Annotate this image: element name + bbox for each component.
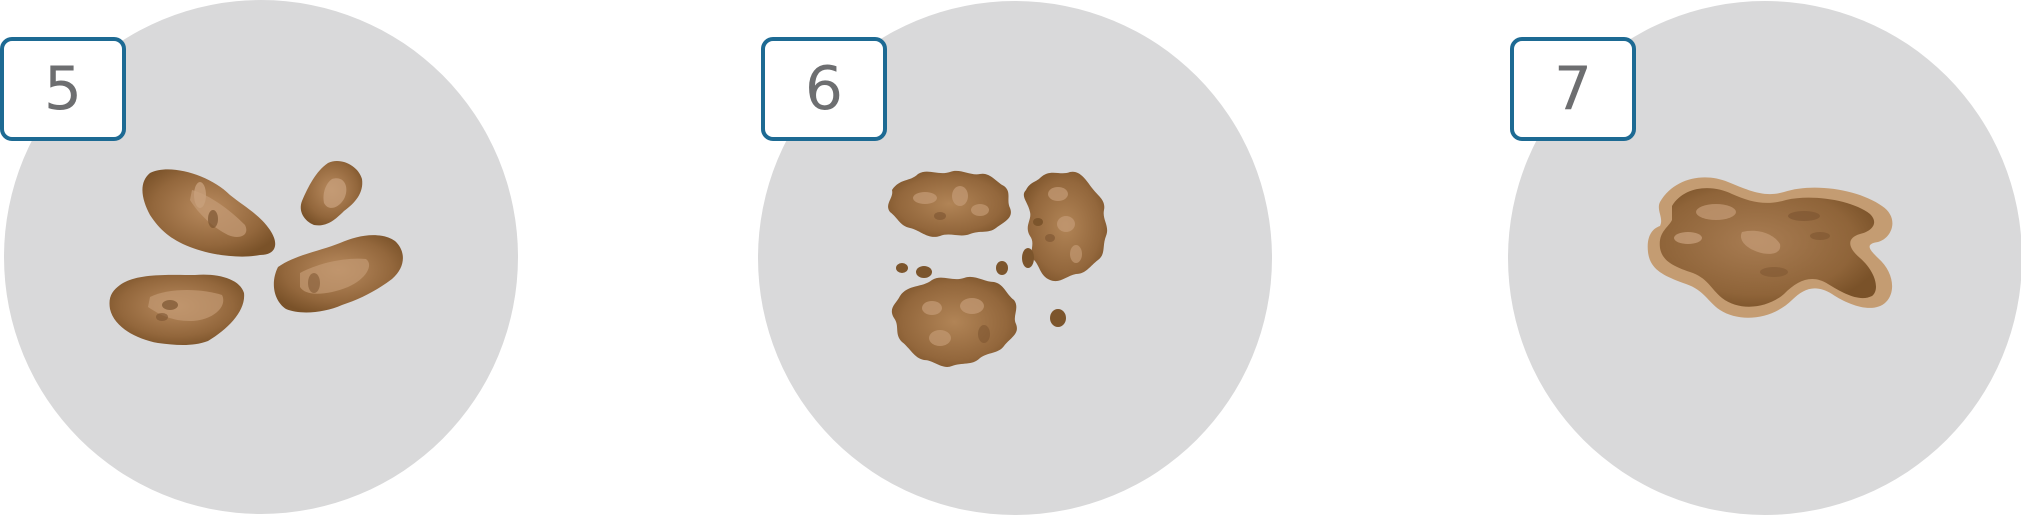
badge-number: 5	[43, 54, 83, 124]
soft-blobs-illustration	[100, 155, 420, 355]
fluffy-pieces-icon	[888, 170, 1108, 367]
fluffy-pieces-illustration	[880, 168, 1160, 398]
number-badge: 7	[1510, 37, 1636, 141]
number-badge: 6	[761, 37, 887, 141]
watery-puddle-icon	[1647, 177, 1893, 318]
watery-puddle-illustration	[1624, 172, 1914, 342]
panel-type-5: 5	[0, 0, 560, 515]
number-badge: 5	[0, 37, 126, 141]
badge-number: 6	[804, 54, 844, 124]
panel-type-6: 6	[757, 0, 1317, 515]
soft-blobs-icon	[109, 160, 403, 345]
panel-type-7: 7	[1506, 0, 2021, 515]
badge-number: 7	[1553, 54, 1593, 124]
